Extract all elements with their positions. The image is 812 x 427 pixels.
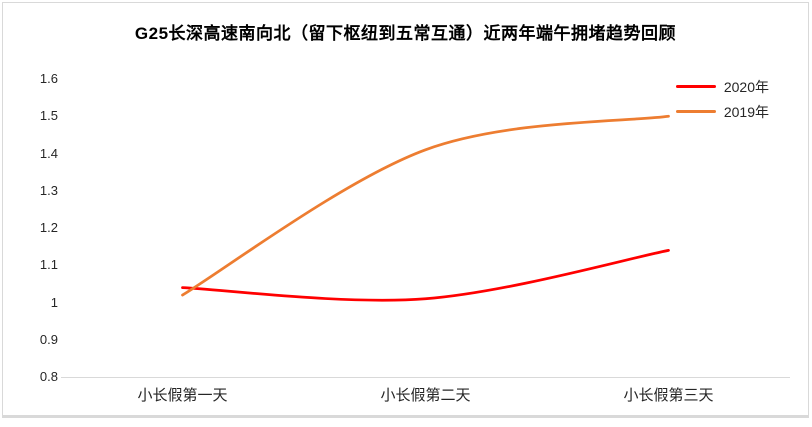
plot-area: 1.6 1.5 1.4 1.3 1.2 1.1 1 0.9 0.8 小长假第一天 小长假第二天 小长… (3, 3, 808, 415)
y-axis-tick-label: 1.1 (39, 257, 58, 273)
legend-item: 2020年 (675, 75, 769, 98)
chart-title: G25长深高速南向北（留下枢纽到五常互通）近两年端午拥堵趋势回顾 (134, 24, 677, 43)
y-axis-tick-label: 0.9 (39, 331, 58, 347)
legend: 2020年 2019年 (675, 75, 769, 123)
y-axis-tick-label: 1.4 (39, 145, 58, 161)
legend-item: 2019年 (675, 100, 769, 123)
y-axis-tick-label: 1 (50, 294, 58, 310)
x-axis-label: 小长假第三天 (623, 387, 714, 404)
legend-label: 2019年 (723, 103, 769, 120)
y-axis-tick-label: 0.8 (39, 369, 58, 384)
y-axis-tick-label: 1.3 (39, 182, 58, 198)
y-axis-tick-label: 1.2 (39, 220, 58, 235)
legend-label: 2020年 (723, 78, 769, 95)
chart-card: G25长深高速南向北（留下枢纽到五常互通）近两年端午拥堵趋势回顾 1.6 1.5 1… (2, 2, 809, 418)
x-axis-line (61, 377, 790, 378)
legend-line-swatch (675, 110, 716, 113)
y-axis-tick-label: 1.5 (39, 108, 58, 124)
x-axis-label: 小长假第二天 (380, 387, 471, 404)
legend-line-swatch (675, 85, 716, 88)
x-axis-label: 小长假第一天 (137, 387, 228, 404)
chart-canvas (181, 114, 670, 302)
series-line-2019年 (181, 114, 670, 297)
series-line-2020年 (181, 248, 670, 302)
y-axis-tick-label: 1.6 (39, 71, 58, 86)
